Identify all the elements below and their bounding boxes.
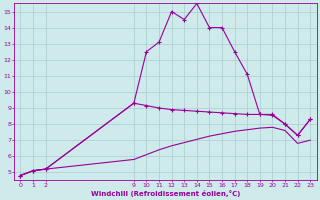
X-axis label: Windchill (Refroidissement éolien,°C): Windchill (Refroidissement éolien,°C) bbox=[91, 190, 240, 197]
